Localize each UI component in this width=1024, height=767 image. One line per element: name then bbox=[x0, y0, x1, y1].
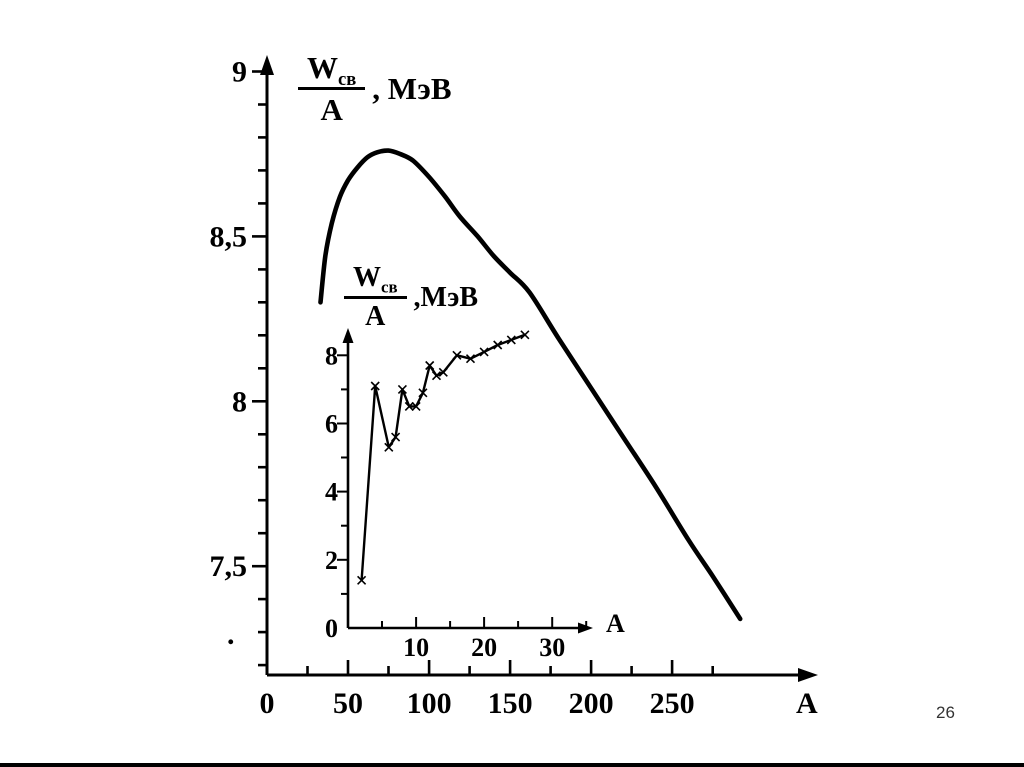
main-x-tick-label: 0 bbox=[260, 687, 275, 720]
main-x-tick-label: 100 bbox=[407, 687, 452, 720]
bottom-border bbox=[0, 763, 1024, 767]
main-x-tick-label: 200 bbox=[569, 687, 614, 720]
inset-y-axis-arrow bbox=[342, 328, 354, 343]
inset-data-marker bbox=[506, 335, 516, 345]
inset-data-marker bbox=[370, 381, 380, 391]
inset-title-numerator: Wсв bbox=[344, 264, 407, 299]
main-curve bbox=[318, 148, 743, 622]
stray-dot: . bbox=[227, 618, 235, 651]
main-chart-title: Wсв A , МэВ bbox=[298, 52, 452, 125]
inset-chart-title: Wсв A ,МэВ bbox=[344, 264, 478, 331]
main-y-tick-label: 8,5 bbox=[210, 220, 248, 253]
inset-title-units: ,МэВ bbox=[413, 281, 479, 313]
inset-title-subscript: св bbox=[381, 277, 398, 297]
inset-data-marker bbox=[384, 442, 394, 452]
main-x-tick-label: 250 bbox=[650, 687, 695, 720]
inset-title-denominator: A bbox=[365, 301, 386, 332]
main-title-symbol: W bbox=[307, 50, 338, 85]
main-x-axis-letter: A bbox=[796, 687, 818, 720]
inset-data-marker bbox=[452, 350, 462, 360]
main-title-fraction: Wсв A bbox=[298, 50, 366, 127]
inset-data-marker bbox=[411, 401, 421, 411]
inset-x-axis-letter: A bbox=[606, 609, 625, 638]
inset-data-marker bbox=[479, 347, 489, 357]
inset-y-tick-label: 4 bbox=[325, 478, 338, 507]
main-y-tick-label: 8 bbox=[232, 385, 247, 418]
inset-data-marker bbox=[465, 354, 476, 364]
inset-data-marker bbox=[397, 384, 407, 394]
main-y-tick-label: 9 bbox=[232, 56, 247, 89]
inset-y-tick-label: 2 bbox=[325, 546, 338, 575]
main-title-denominator: A bbox=[320, 92, 343, 127]
inset-x-tick-label: 20 bbox=[471, 633, 497, 662]
page-number: 26 bbox=[936, 703, 955, 722]
inset-data-marker bbox=[493, 340, 503, 350]
inset-y-tick-label: 8 bbox=[325, 341, 338, 370]
inset-data-marker bbox=[357, 575, 367, 585]
inset-data-marker bbox=[425, 360, 435, 371]
inset-y-tick-label: 0 bbox=[325, 614, 338, 643]
inset-y-tick-label: 6 bbox=[325, 410, 338, 439]
main-title-units: , МэВ bbox=[372, 71, 452, 106]
main-y-axis-arrow bbox=[260, 55, 274, 75]
inset-title-symbol: W bbox=[353, 262, 381, 293]
inset-data-marker bbox=[438, 367, 448, 377]
inset-x-tick-label: 10 bbox=[403, 633, 429, 662]
inset-data-marker bbox=[431, 371, 442, 381]
inset-data-marker bbox=[391, 432, 401, 442]
inset-data-marker bbox=[418, 388, 428, 398]
inset-data-marker bbox=[520, 330, 530, 340]
inset-x-tick-label: 30 bbox=[539, 633, 565, 662]
main-x-axis-arrow bbox=[798, 668, 818, 682]
main-title-numerator: Wсв bbox=[298, 50, 366, 91]
main-x-tick-label: 50 bbox=[333, 687, 363, 720]
inset-title-fraction: Wсв A bbox=[344, 264, 407, 331]
inset-data-marker bbox=[404, 401, 414, 411]
main-y-tick-label: 7,5 bbox=[210, 550, 248, 583]
inset-plot: 10 20 30 0 2 4 6 8 A bbox=[325, 328, 625, 662]
main-x-tick-label: 150 bbox=[488, 687, 533, 720]
main-title-subscript: св bbox=[338, 69, 357, 91]
